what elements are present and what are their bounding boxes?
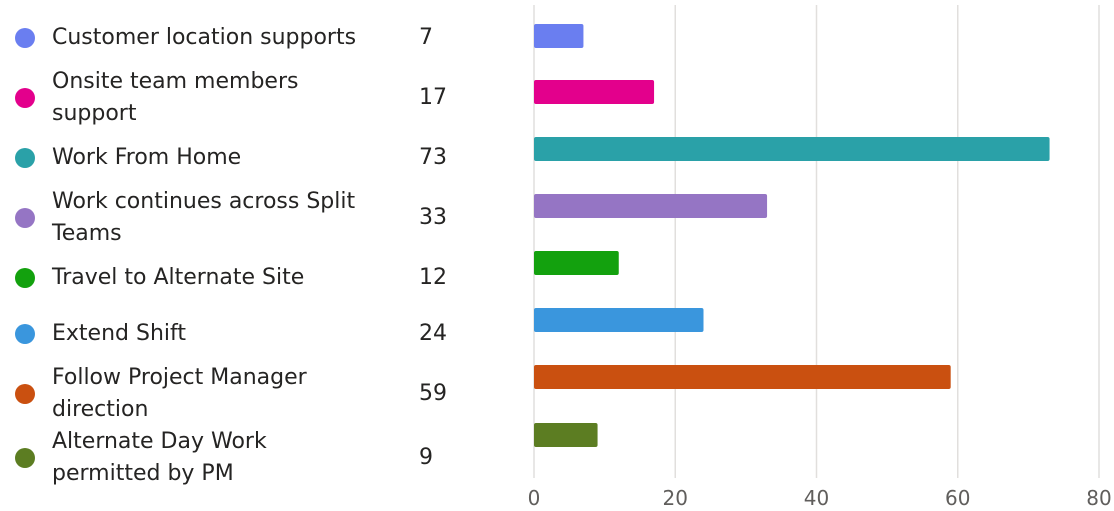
bar[interactable] xyxy=(534,137,1050,161)
x-tick-label: 60 xyxy=(945,486,970,510)
x-tick-label: 80 xyxy=(1086,486,1111,510)
bar[interactable] xyxy=(534,194,768,218)
legend-count: 59 xyxy=(419,381,447,406)
legend-dot-icon xyxy=(15,384,35,404)
legend-count: 12 xyxy=(419,265,447,290)
legend-dot-icon xyxy=(15,148,35,168)
legend-item[interactable]: Extend Shift 24 xyxy=(0,318,500,350)
legend-item[interactable]: Alternate Day Work permitted by PM 9 xyxy=(0,426,500,490)
legend-dot-icon xyxy=(15,28,35,48)
legend: Customer location supports 7 Onsite team… xyxy=(0,0,500,511)
legend-count: 7 xyxy=(419,25,433,50)
legend-count: 9 xyxy=(419,445,433,470)
legend-label: Extend Shift xyxy=(52,321,186,346)
bar[interactable] xyxy=(534,80,655,104)
legend-item[interactable]: Follow Project Manager direction 59 xyxy=(0,362,500,426)
legend-label: Work continues across Split Teams xyxy=(52,189,356,246)
legend-dot-icon xyxy=(15,448,35,468)
legend-label: Onsite team members support xyxy=(52,69,299,126)
bar[interactable] xyxy=(534,251,619,275)
bar[interactable] xyxy=(534,423,598,447)
legend-dot-icon xyxy=(15,324,35,344)
legend-dot-icon xyxy=(15,268,35,288)
legend-count: 33 xyxy=(419,205,447,230)
x-tick-label: 40 xyxy=(804,486,829,510)
legend-count: 73 xyxy=(419,145,447,170)
bar[interactable] xyxy=(534,308,704,332)
legend-label: Work From Home xyxy=(52,145,242,170)
legend-item[interactable]: Onsite team members support 17 xyxy=(0,66,500,130)
legend-count: 17 xyxy=(419,85,447,110)
x-tick-label: 20 xyxy=(663,486,688,510)
bar[interactable] xyxy=(534,365,951,389)
legend-label: Travel to Alternate Site xyxy=(52,265,305,290)
legend-label: Customer location supports xyxy=(52,25,357,50)
legend-count: 24 xyxy=(419,321,447,346)
legend-item[interactable]: Customer location supports 7 xyxy=(0,22,500,54)
bar[interactable] xyxy=(534,24,584,48)
legend-item[interactable]: Travel to Alternate Site 12 xyxy=(0,262,500,294)
legend-dot-icon xyxy=(15,88,35,108)
x-tick-label: 0 xyxy=(528,486,541,510)
legend-label: Follow Project Manager direction xyxy=(52,365,307,422)
legend-item[interactable]: Work From Home 73 xyxy=(0,142,500,174)
legend-dot-icon xyxy=(15,208,35,228)
legend-item[interactable]: Work continues across Split Teams 33 xyxy=(0,186,500,250)
legend-label: Alternate Day Work permitted by PM xyxy=(52,429,267,486)
